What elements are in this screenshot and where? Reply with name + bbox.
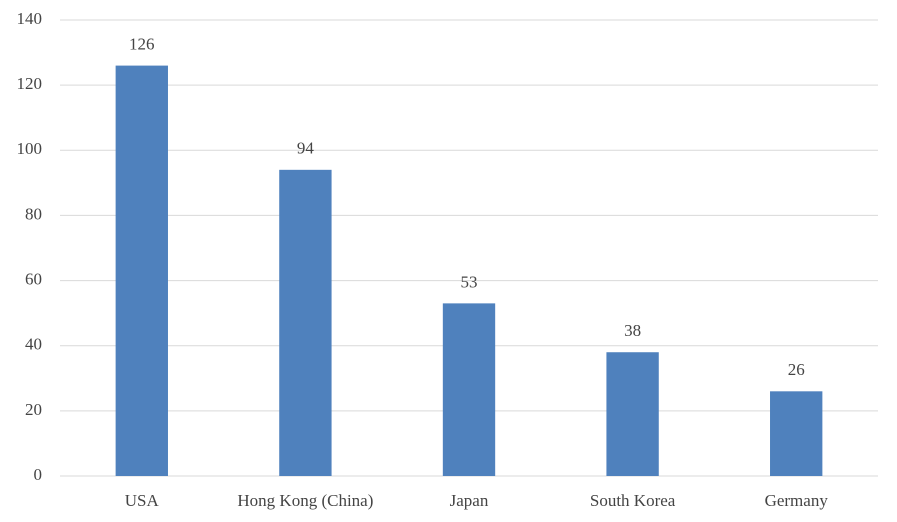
bar	[770, 391, 823, 476]
y-tick-label: 80	[25, 204, 42, 223]
data-label: 38	[624, 321, 641, 340]
x-tick-label: Germany	[765, 491, 829, 510]
bar	[115, 65, 168, 476]
data-label: 94	[297, 139, 315, 158]
x-tick-label: South Korea	[590, 491, 676, 510]
x-tick-label: USA	[125, 491, 160, 510]
y-tick-label: 120	[17, 74, 43, 93]
data-label: 53	[461, 272, 478, 291]
bar	[279, 169, 332, 477]
bar	[606, 352, 659, 476]
bar	[442, 303, 496, 476]
x-tick-label: Japan	[450, 491, 489, 510]
x-tick-label: Hong Kong (China)	[237, 491, 373, 510]
y-tick-label: 20	[25, 400, 42, 419]
y-tick-label: 100	[17, 139, 43, 158]
y-tick-label: 140	[17, 9, 43, 28]
y-tick-label: 60	[25, 269, 42, 288]
data-label: 126	[129, 35, 155, 54]
y-tick-label: 0	[34, 465, 43, 484]
y-tick-label: 40	[25, 335, 42, 354]
data-label: 26	[788, 360, 805, 379]
